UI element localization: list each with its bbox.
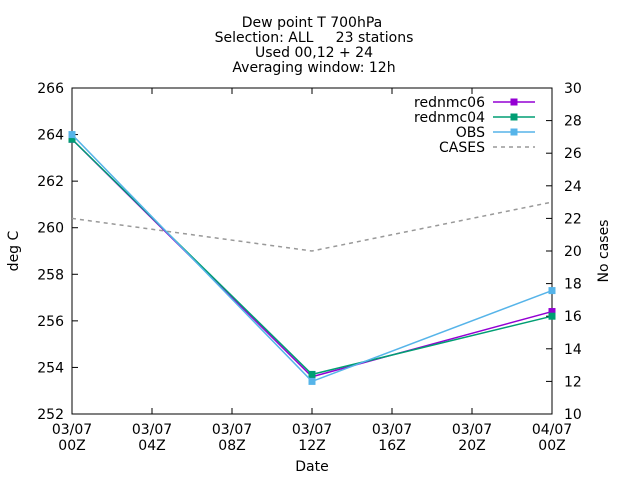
x-tick-label-date: 04/07 bbox=[532, 422, 572, 438]
y2-tick-label: 30 bbox=[564, 81, 582, 97]
legend-marker bbox=[510, 98, 518, 106]
data-point-obs bbox=[308, 377, 316, 385]
x-tick-label-time: 00Z bbox=[58, 438, 85, 454]
x-tick-label-date: 03/07 bbox=[372, 422, 412, 438]
legend-label: OBS bbox=[456, 125, 485, 141]
data-point-rednmc04 bbox=[548, 312, 556, 320]
legend-marker bbox=[510, 128, 518, 136]
y2-axis-ticks: 10 12 14 16 18 20 22 24 26 28 30 bbox=[546, 81, 582, 423]
x-axis-ticks: 03/0700Z03/0704Z03/0708Z03/0712Z03/0716Z… bbox=[52, 88, 572, 454]
y-axis-ticks: 252 254 256 258 260 262 264 266 bbox=[37, 81, 78, 423]
x-tick-label-time: 12Z bbox=[298, 438, 325, 454]
legend-label: rednmc04 bbox=[414, 110, 485, 126]
chart-title: Dew point T 700hPa Selection: ALL 23 sta… bbox=[215, 15, 414, 76]
y2-axis-label: No cases bbox=[596, 220, 612, 283]
x-tick-label-time: 08Z bbox=[218, 438, 245, 454]
y2-tick-label: 26 bbox=[564, 146, 582, 162]
x-tick-label-date: 03/07 bbox=[212, 422, 252, 438]
series-line-cases bbox=[71, 201, 553, 252]
series-line-rednmc06 bbox=[71, 138, 553, 378]
x-tick-label-date: 03/07 bbox=[52, 422, 92, 438]
x-axis-label: Date bbox=[295, 459, 328, 475]
series-line-obs bbox=[71, 134, 553, 383]
x-tick-label-date: 03/07 bbox=[452, 422, 492, 438]
legend-label: CASES bbox=[439, 140, 485, 156]
data-point-rednmc06 bbox=[548, 308, 556, 316]
y2-tick-label: 20 bbox=[564, 244, 582, 260]
x-tick-label-time: 16Z bbox=[378, 438, 405, 454]
legend-marker bbox=[510, 113, 518, 121]
y2-tick-label: 22 bbox=[564, 211, 582, 227]
series-layer bbox=[68, 131, 556, 385]
series-line-rednmc04 bbox=[71, 138, 553, 376]
y2-tick-label: 10 bbox=[564, 407, 582, 423]
y-tick-label: 252 bbox=[37, 407, 64, 423]
title-line-2: Selection: ALL 23 stations bbox=[215, 30, 414, 46]
y2-tick-label: 18 bbox=[564, 277, 582, 293]
y-tick-label: 266 bbox=[37, 81, 64, 97]
x-tick-label-time: 04Z bbox=[138, 438, 165, 454]
title-line-1: Dew point T 700hPa bbox=[242, 15, 382, 31]
y-tick-label: 264 bbox=[37, 128, 64, 144]
y2-tick-label: 12 bbox=[564, 374, 582, 390]
legend-label: rednmc06 bbox=[414, 95, 485, 111]
y2-tick-label: 16 bbox=[564, 309, 582, 325]
y-axis-label: deg C bbox=[6, 230, 22, 271]
y-tick-label: 256 bbox=[37, 314, 64, 330]
y-tick-label: 262 bbox=[37, 174, 64, 190]
data-point-obs bbox=[68, 131, 76, 139]
data-point-obs bbox=[548, 287, 556, 295]
x-tick-label-date: 03/07 bbox=[292, 422, 332, 438]
title-line-4: Averaging window: 12h bbox=[232, 60, 395, 76]
x-tick-label-time: 00Z bbox=[538, 438, 565, 454]
y-tick-label: 258 bbox=[37, 267, 64, 283]
y2-tick-label: 14 bbox=[564, 342, 582, 358]
x-tick-label-date: 03/07 bbox=[132, 422, 172, 438]
y2-tick-label: 28 bbox=[564, 114, 582, 130]
y-tick-label: 260 bbox=[37, 221, 64, 237]
y2-tick-label: 24 bbox=[564, 179, 582, 195]
y-tick-label: 254 bbox=[37, 360, 64, 376]
data-point-rednmc04 bbox=[68, 135, 76, 143]
title-line-3: Used 00,12 + 24 bbox=[255, 45, 373, 61]
data-point-rednmc04 bbox=[308, 370, 316, 378]
x-tick-label-time: 20Z bbox=[458, 438, 485, 454]
